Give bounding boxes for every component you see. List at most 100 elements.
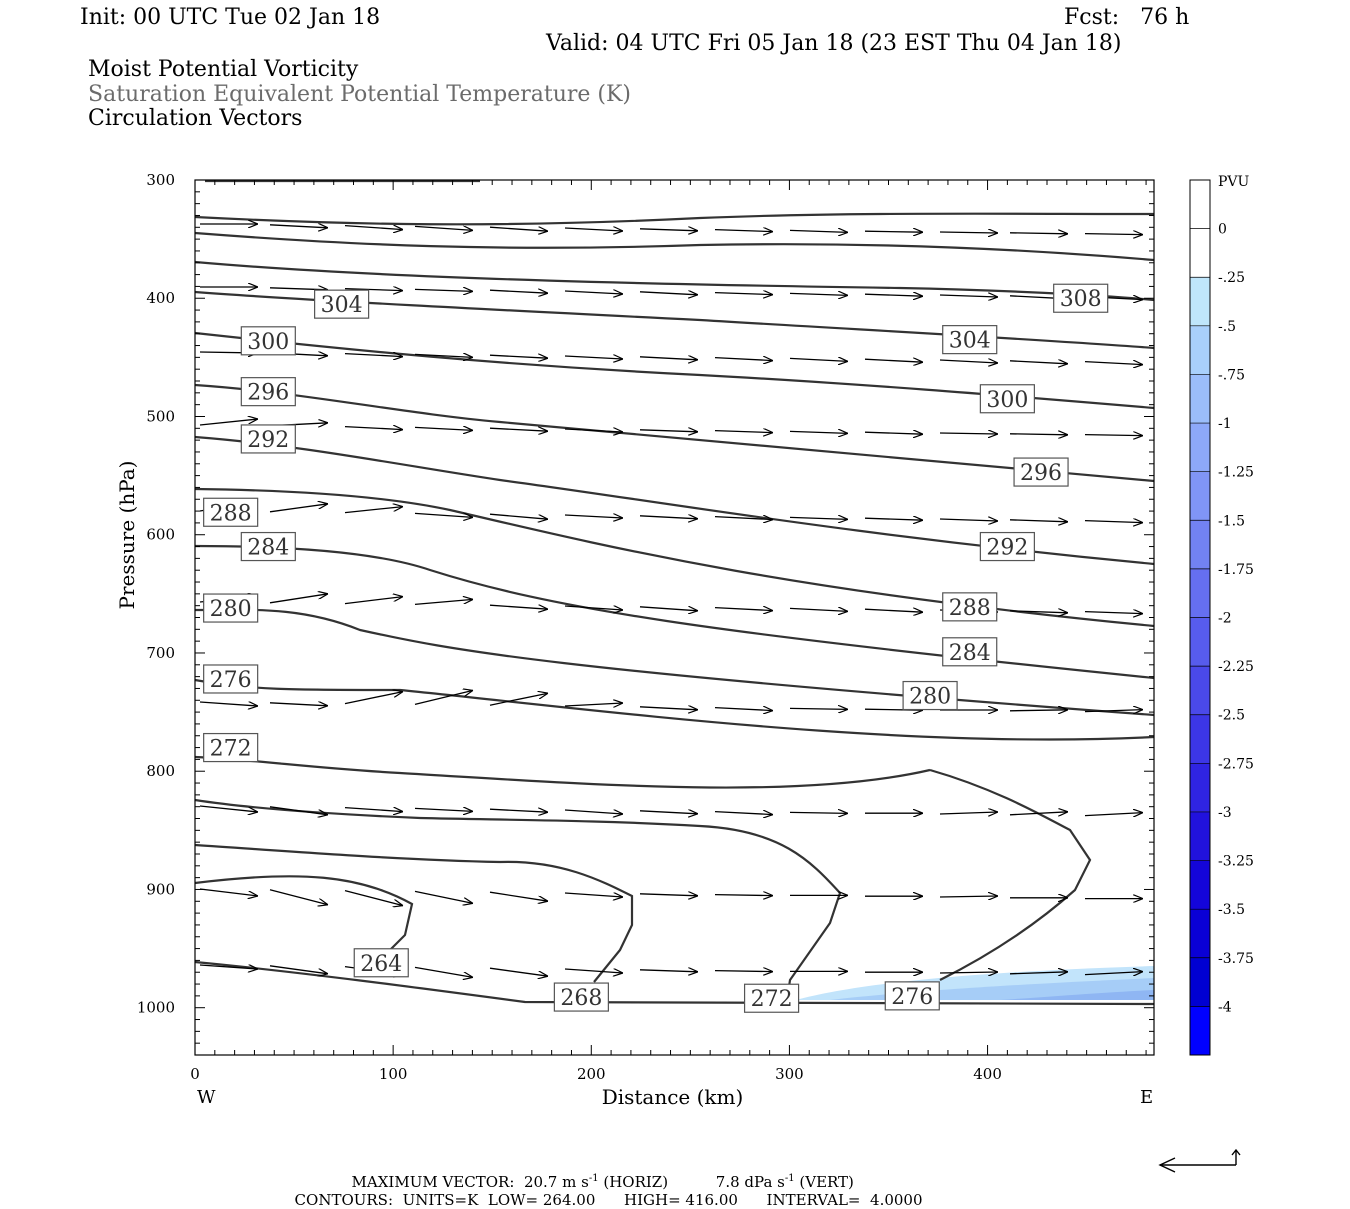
colorbar-label: -2 xyxy=(1218,611,1232,627)
vector-arrow xyxy=(1009,611,1068,613)
init-time: Init: 00 UTC Tue 02 Jan 18 xyxy=(80,5,381,30)
vector-arrow xyxy=(789,517,848,519)
contour-label-box xyxy=(743,983,800,1013)
colorbar-label: -3.75 xyxy=(1218,951,1254,967)
vector-arrow xyxy=(1084,362,1143,365)
colorbar-label: -2.5 xyxy=(1218,708,1245,724)
vector-arrow xyxy=(1084,234,1143,235)
colorbar-label: -.25 xyxy=(1218,270,1245,286)
vector-arrow xyxy=(414,289,473,291)
vector-arrow xyxy=(564,429,623,432)
vector-arrow xyxy=(1009,972,1068,974)
contour-label: 296 xyxy=(247,381,289,406)
vector-arrow xyxy=(269,806,328,815)
vector-arrow xyxy=(639,430,698,432)
contour-label: 296 xyxy=(1020,461,1062,486)
vector-arrow xyxy=(789,358,848,361)
contour-label-box xyxy=(884,981,940,1011)
vector-arrow xyxy=(344,354,403,357)
vector-arrow xyxy=(564,810,623,814)
vector-arrow xyxy=(789,708,848,709)
vector-arrow xyxy=(714,812,773,815)
circulation-vectors xyxy=(199,224,1143,977)
contour-line xyxy=(929,768,1092,981)
vector-arrow xyxy=(714,971,773,972)
vector-arrow xyxy=(489,355,548,358)
vector-arrow xyxy=(269,225,328,228)
contour-label: 284 xyxy=(247,536,289,561)
colorbar-title: PVU xyxy=(1218,174,1250,190)
x-tick-label: 0 xyxy=(190,1065,200,1083)
vector-arrow xyxy=(269,288,328,290)
vector-arrow xyxy=(1009,710,1068,711)
vector-arrow xyxy=(564,515,623,518)
colorbar-label: -2.75 xyxy=(1218,756,1254,772)
vector-arrow xyxy=(414,513,473,517)
contour-label-box xyxy=(203,593,259,623)
colorbar-swatch xyxy=(1190,811,1210,861)
vector-arrow xyxy=(269,889,328,905)
vector-arrow xyxy=(1009,434,1068,435)
vector-arrow xyxy=(1009,361,1068,364)
colorbar-swatch xyxy=(1190,909,1210,958)
colorbar-label: -1.75 xyxy=(1218,562,1254,578)
y-tick-label: 400 xyxy=(146,289,175,307)
vector-arrow xyxy=(199,965,258,969)
vector-arrow xyxy=(939,972,998,973)
colorbar-swatch xyxy=(1190,1006,1210,1055)
y-axis-label: Pressure (hPa) xyxy=(115,461,139,610)
vector-arrow xyxy=(344,226,403,230)
colorbar-swatch xyxy=(1190,860,1210,910)
y-tick-label: 1000 xyxy=(137,999,175,1017)
footer-contours: CONTOURS: UNITS=K LOW= 264.00 HIGH= 416.… xyxy=(294,1191,923,1209)
vector-arrow xyxy=(564,703,623,706)
colorbar-swatch xyxy=(1190,423,1210,472)
colorbar-label: -4 xyxy=(1218,999,1232,1015)
vector-arrow xyxy=(564,893,623,897)
contour-line xyxy=(194,383,1155,483)
contour-line xyxy=(194,843,634,983)
vector-arrow xyxy=(1084,813,1143,816)
x-tick-label: 300 xyxy=(775,1065,804,1083)
vector-arrow xyxy=(564,228,623,231)
vector-arrow xyxy=(269,504,328,513)
contour-label: 264 xyxy=(360,952,402,977)
x-axis-label: Distance (km) xyxy=(602,1085,744,1109)
contour-label: 300 xyxy=(986,388,1028,413)
colorbar-swatch xyxy=(1190,617,1210,667)
contour-label: 292 xyxy=(986,536,1028,561)
colorbar-swatch xyxy=(1190,180,1210,229)
colorbar-swatch xyxy=(1190,228,1210,278)
vector-arrow xyxy=(564,969,623,973)
vector-arrow xyxy=(414,226,473,230)
vector-arrow xyxy=(939,232,998,233)
west-label: W xyxy=(197,1087,216,1108)
x-tick-label: 100 xyxy=(379,1065,408,1083)
x-tick-label: 400 xyxy=(973,1065,1002,1083)
vector-arrow xyxy=(714,431,773,433)
vector-arrow xyxy=(344,808,403,812)
vector-arrow xyxy=(714,517,773,520)
contour-line xyxy=(194,487,1155,628)
vector-arrow xyxy=(199,888,258,896)
vector-arrow xyxy=(344,507,403,514)
vector-arrow xyxy=(864,359,923,362)
vector-arrow xyxy=(199,419,258,426)
vector-arrow xyxy=(939,896,998,897)
y-tick-label: 700 xyxy=(146,644,175,662)
colorbar-label: -1.5 xyxy=(1218,513,1245,529)
footer-max-vector: MAXIMUM VECTOR: 20.7 m s-1 (HORIZ) 7.8 d… xyxy=(351,1173,854,1191)
contour-label-box xyxy=(203,497,259,527)
colorbar-swatch xyxy=(1190,471,1210,521)
contour-label: 304 xyxy=(949,329,991,354)
vector-arrow xyxy=(1084,521,1143,523)
colorbar-swatch xyxy=(1190,277,1210,326)
colorbar-label: -2.25 xyxy=(1218,659,1254,675)
vector-arrow xyxy=(1084,710,1143,712)
vector-arrow xyxy=(864,231,923,232)
colorbar-label: -1.25 xyxy=(1218,465,1254,481)
contour-label: 276 xyxy=(210,668,252,693)
contour-label-box xyxy=(353,948,409,978)
pv-shading-core xyxy=(1000,990,1154,1000)
contour-line xyxy=(194,798,842,1001)
